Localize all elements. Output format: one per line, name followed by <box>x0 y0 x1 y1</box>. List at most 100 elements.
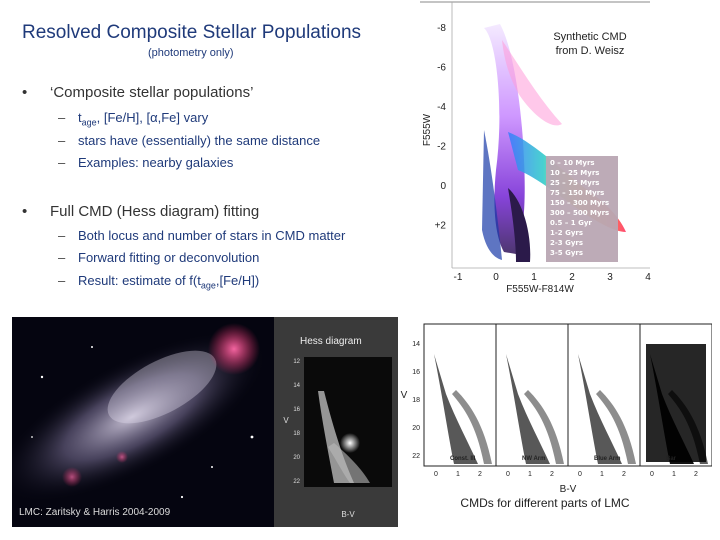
panel-scatter <box>434 354 478 464</box>
legend-entry: 10 – 25 Myrs <box>550 169 599 177</box>
cmd-x-tick-label: 0 <box>493 272 499 283</box>
cmd-x-tick-label: 2 <box>569 272 575 283</box>
bullet-dot: • <box>22 203 28 220</box>
lmc-x-tick-label: 1 <box>672 471 676 478</box>
hess-diagram-label: Hess diagram <box>300 336 362 347</box>
legend-entry: 0 – 10 Myrs <box>550 159 595 167</box>
panel-label: Const. III <box>450 456 476 462</box>
hess-y-tick-label: 20 <box>293 455 300 461</box>
hess-x-axis-label: B-V <box>341 510 355 519</box>
bullet-1: • ‘Composite stellar populations’ <box>22 84 342 104</box>
hess-y-tick-label: 14 <box>293 383 300 389</box>
synthetic-cmd-figure: 0 – 10 Myrs 10 – 25 Myrs 25 – 75 Myrs 75 – … <box>420 1 652 295</box>
lmc-credit: LMC: Zaritsky & Harris 2004-2009 <box>19 507 171 518</box>
lmc-x-tick-label: 0 <box>578 471 582 478</box>
sub-text-subscript: age <box>81 117 97 128</box>
sub-text: Both locus and number of stars in CMD ma… <box>78 228 346 243</box>
hess-y-tick-label: 18 <box>293 431 300 437</box>
cmd-y-axis-label: F555W <box>422 113 433 146</box>
bullet-2: • Full CMD (Hess diagram) fitting <box>22 203 342 223</box>
hess-diagram-plot: 12 14 16 18 20 22 B-V V <box>283 357 392 519</box>
legend-entry: 3-5 Gyrs <box>550 249 583 257</box>
lmc-x-tick-label: 2 <box>478 471 482 478</box>
lmc-cmd-panel: NW Arm 0 1 2 <box>495 323 569 478</box>
sub-text: Examples: nearby galaxies <box>78 155 234 170</box>
sub-text-pre: t <box>78 110 82 125</box>
legend-background <box>546 156 618 262</box>
sub-text-post: ,[Fe/H]) <box>215 273 260 288</box>
cmd-y-tick-label: 0 <box>440 181 446 192</box>
bullet-dot: • <box>22 84 28 101</box>
cmd-y-tick-label: -4 <box>437 102 446 113</box>
lmc-cmd-panel: Blue Arm 0 1 2 <box>567 323 641 478</box>
lmc-x-tick-label: 2 <box>550 471 554 478</box>
sub-text-pre: Result: estimate of f(t <box>78 273 201 288</box>
panel-label: Bar <box>666 456 677 462</box>
lmc-y-tick-label: 14 <box>412 341 420 348</box>
lmc-cmd-panel: Bar 0 1 2 <box>639 323 712 478</box>
lmc-x-tick-label: 0 <box>650 471 654 478</box>
lmc-x-tick-label: 2 <box>622 471 626 478</box>
cmd-y-ticks: -8 -6 -4 -2 0 +2 <box>435 23 447 232</box>
lmc-y-tick-label: 22 <box>412 453 420 460</box>
lmc-x-tick-label: 1 <box>456 471 460 478</box>
hess-y-tick-label: 16 <box>293 407 300 413</box>
upper-giant-plume <box>502 40 562 126</box>
cmd-y-tick-label: -6 <box>437 63 446 74</box>
legend-entry: 25 – 75 Myrs <box>550 179 599 187</box>
lmc-galaxy-picture <box>12 323 267 503</box>
hess-y-tick-label: 12 <box>293 359 300 365</box>
hess-y-tick-label: 22 <box>293 479 300 485</box>
lmc-y-tick-label: 20 <box>412 425 420 432</box>
cmd-y-tick-label: -8 <box>437 23 446 34</box>
bullet-1-text: ‘Composite stellar populations’ <box>50 84 254 101</box>
lmc-y-tick-label: 16 <box>412 369 420 376</box>
cmd-x-tick-label: -1 <box>454 272 463 283</box>
sub-text: stars have (essentially) the same distan… <box>78 133 321 148</box>
cmd-y-tick-label: +2 <box>435 221 447 232</box>
caption-line-2: from D. Weisz <box>555 45 625 57</box>
cmd-y-tick-label: -2 <box>437 142 446 153</box>
hess-diagram-panel: Hess diagram 12 14 16 18 20 22 B-V V <box>274 317 398 527</box>
panel-label: Blue Arm <box>594 456 620 462</box>
cmd-x-ticks: -1 0 1 2 3 4 <box>454 272 652 283</box>
bullet-2-text: Full CMD (Hess diagram) fitting <box>50 203 260 220</box>
lmc-x-tick-label: 0 <box>506 471 510 478</box>
legend-entry: 2-3 Gyrs <box>550 239 583 247</box>
blue-edge <box>482 130 502 260</box>
lmc-cmd-caption: CMDs for different parts of LMC <box>460 496 630 510</box>
lmc-x-tick-label: 0 <box>434 471 438 478</box>
lmc-x-tick-label: 2 <box>694 471 698 478</box>
panel-scatter <box>524 390 564 464</box>
legend-entry: 1-2 Gyrs <box>550 229 583 237</box>
sub-text: Forward fitting or deconvolution <box>78 250 260 265</box>
panel-scatter <box>596 390 636 464</box>
panel-scatter <box>578 354 622 464</box>
synthetic-cmd-caption: Synthetic CMD from D. Weisz <box>540 30 640 58</box>
cmd-x-axis-label: F555W-F814W <box>506 284 574 295</box>
panel-scatter <box>452 390 492 464</box>
legend-entry: 150 – 300 Myrs <box>550 199 609 207</box>
cmd-x-tick-label: 3 <box>607 272 613 283</box>
slide-title: Resolved Composite Stellar Populations <box>22 22 362 43</box>
hess-y-axis-label: V <box>283 416 289 425</box>
slide-subtitle: (photometry only) <box>148 47 234 59</box>
lmc-x-axis-label: B-V <box>560 484 577 495</box>
lmc-x-tick-label: 1 <box>528 471 532 478</box>
lower-ms-dense <box>508 188 531 262</box>
panel-scatter <box>646 344 706 462</box>
lmc-y-axis-label: V <box>401 390 408 401</box>
legend-entry: 0.5 – 1 Gyr <box>550 219 592 227</box>
lmc-y-tick-label: 18 <box>412 397 420 404</box>
legend-entry: 75 – 150 Myrs <box>550 189 604 197</box>
age-legend: 0 – 10 Myrs 10 – 25 Myrs 25 – 75 Myrs 75 – … <box>546 156 618 262</box>
sub-text-post: , [Fe/H], [α,Fe] vary <box>96 110 209 125</box>
cmd-x-tick-label: 1 <box>531 272 537 283</box>
lmc-image: LMC: Zaritsky & Harris 2004-2009 <box>12 317 274 527</box>
panel-scatter <box>506 354 550 464</box>
cmd-x-tick-label: 4 <box>645 272 651 283</box>
sub-text-subscript: age <box>200 280 216 291</box>
caption-line-1: Synthetic CMD <box>553 31 627 43</box>
lmc-x-tick-label: 1 <box>600 471 604 478</box>
